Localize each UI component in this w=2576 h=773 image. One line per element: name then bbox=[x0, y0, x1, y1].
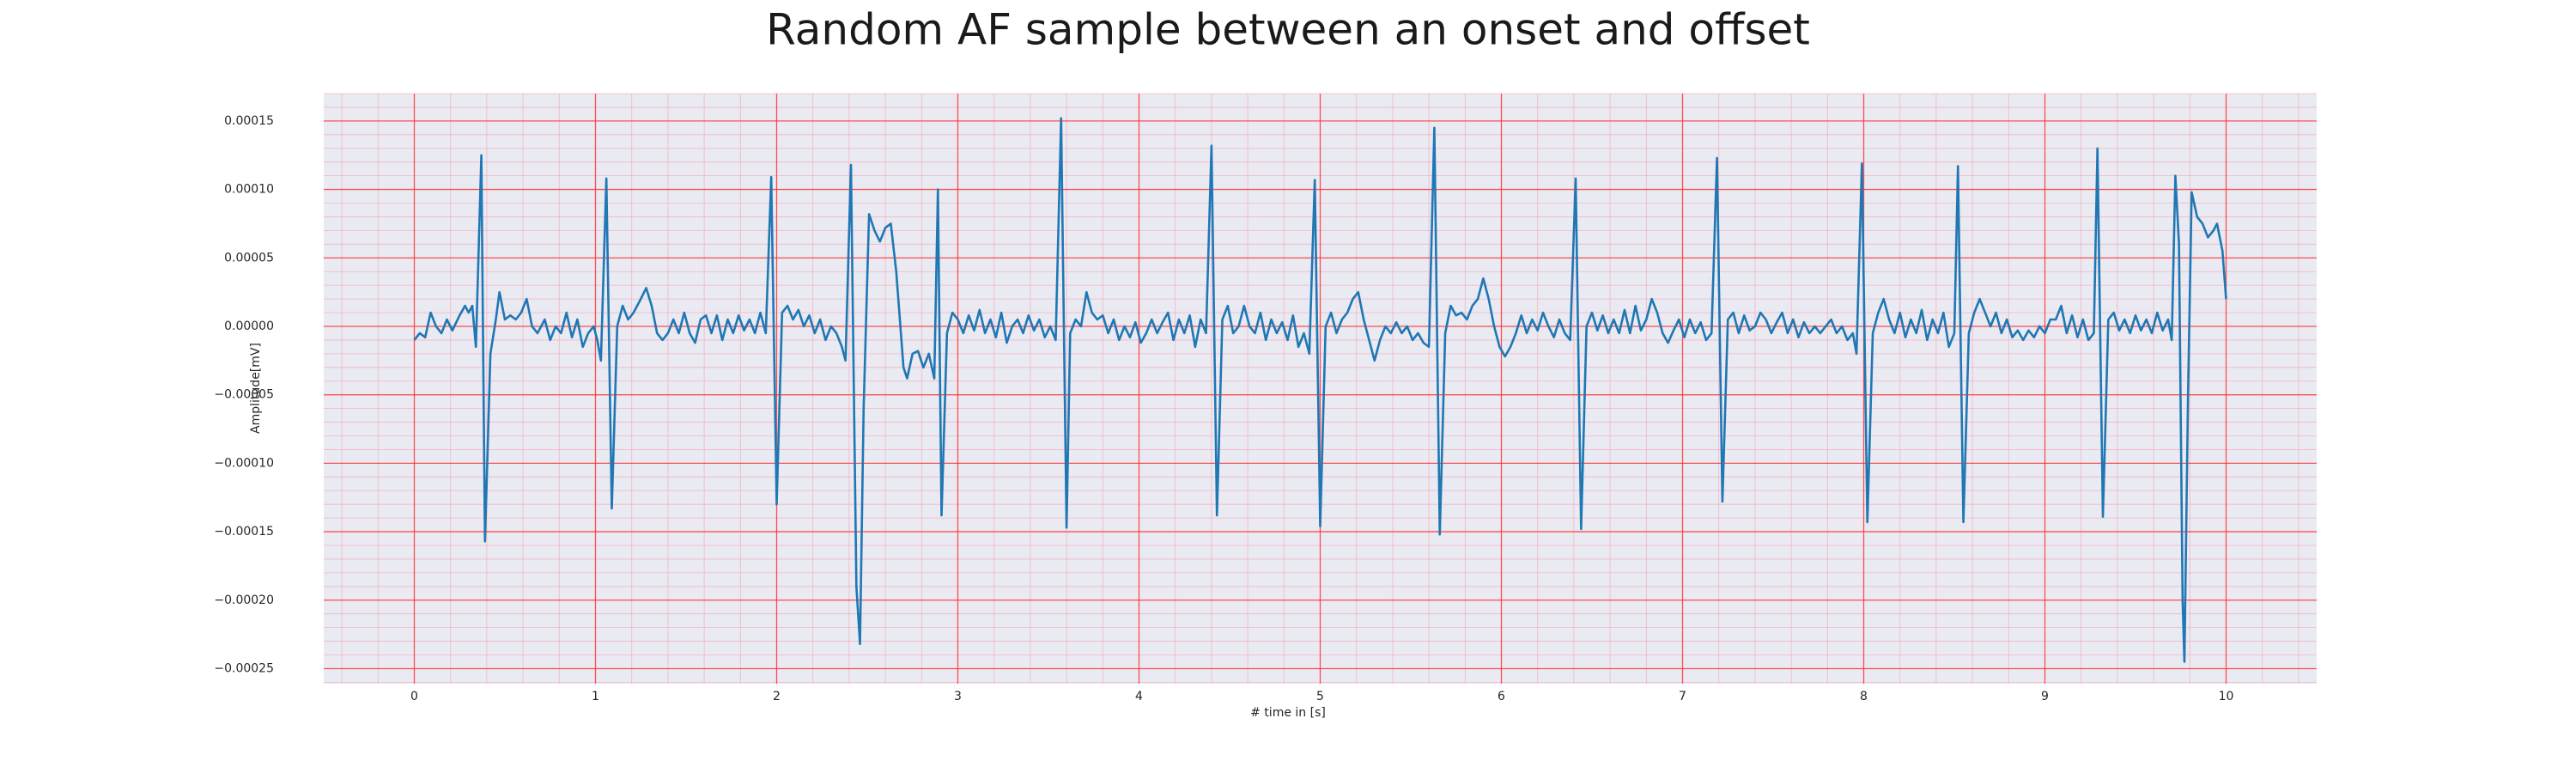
x-tick-label: 3 bbox=[954, 690, 962, 703]
y-tick-label: −0.00010 bbox=[214, 456, 274, 470]
x-tick-label: 7 bbox=[1679, 690, 1686, 703]
y-tick-label: 0.00000 bbox=[224, 320, 274, 333]
x-tick-label: 8 bbox=[1860, 690, 1868, 703]
x-axis-label: # time in [s] bbox=[1250, 706, 1326, 720]
y-tick-label: −0.00015 bbox=[214, 525, 274, 539]
chart-title: Random AF sample between an onset and of… bbox=[766, 5, 1810, 55]
y-tick-label: 0.00005 bbox=[224, 251, 274, 265]
x-tick-label: 2 bbox=[773, 690, 781, 703]
x-tick-label: 1 bbox=[592, 690, 599, 703]
x-tick-label: 10 bbox=[2219, 690, 2234, 703]
x-tick-label: 0 bbox=[410, 690, 418, 703]
y-tick-label: 0.00010 bbox=[224, 183, 274, 197]
y-tick-label: 0.00015 bbox=[224, 114, 274, 128]
x-tick-label: 5 bbox=[1316, 690, 1324, 703]
x-tick-label: 4 bbox=[1135, 690, 1143, 703]
x-tick-label: 6 bbox=[1498, 690, 1505, 703]
x-tick-label: 9 bbox=[2041, 690, 2049, 703]
y-tick-label: −0.00020 bbox=[214, 593, 274, 607]
y-axis-label: Amplitude[mV] bbox=[249, 343, 263, 434]
y-tick-label: −0.00025 bbox=[214, 661, 274, 675]
y-tick-label: −0.00005 bbox=[214, 388, 274, 402]
